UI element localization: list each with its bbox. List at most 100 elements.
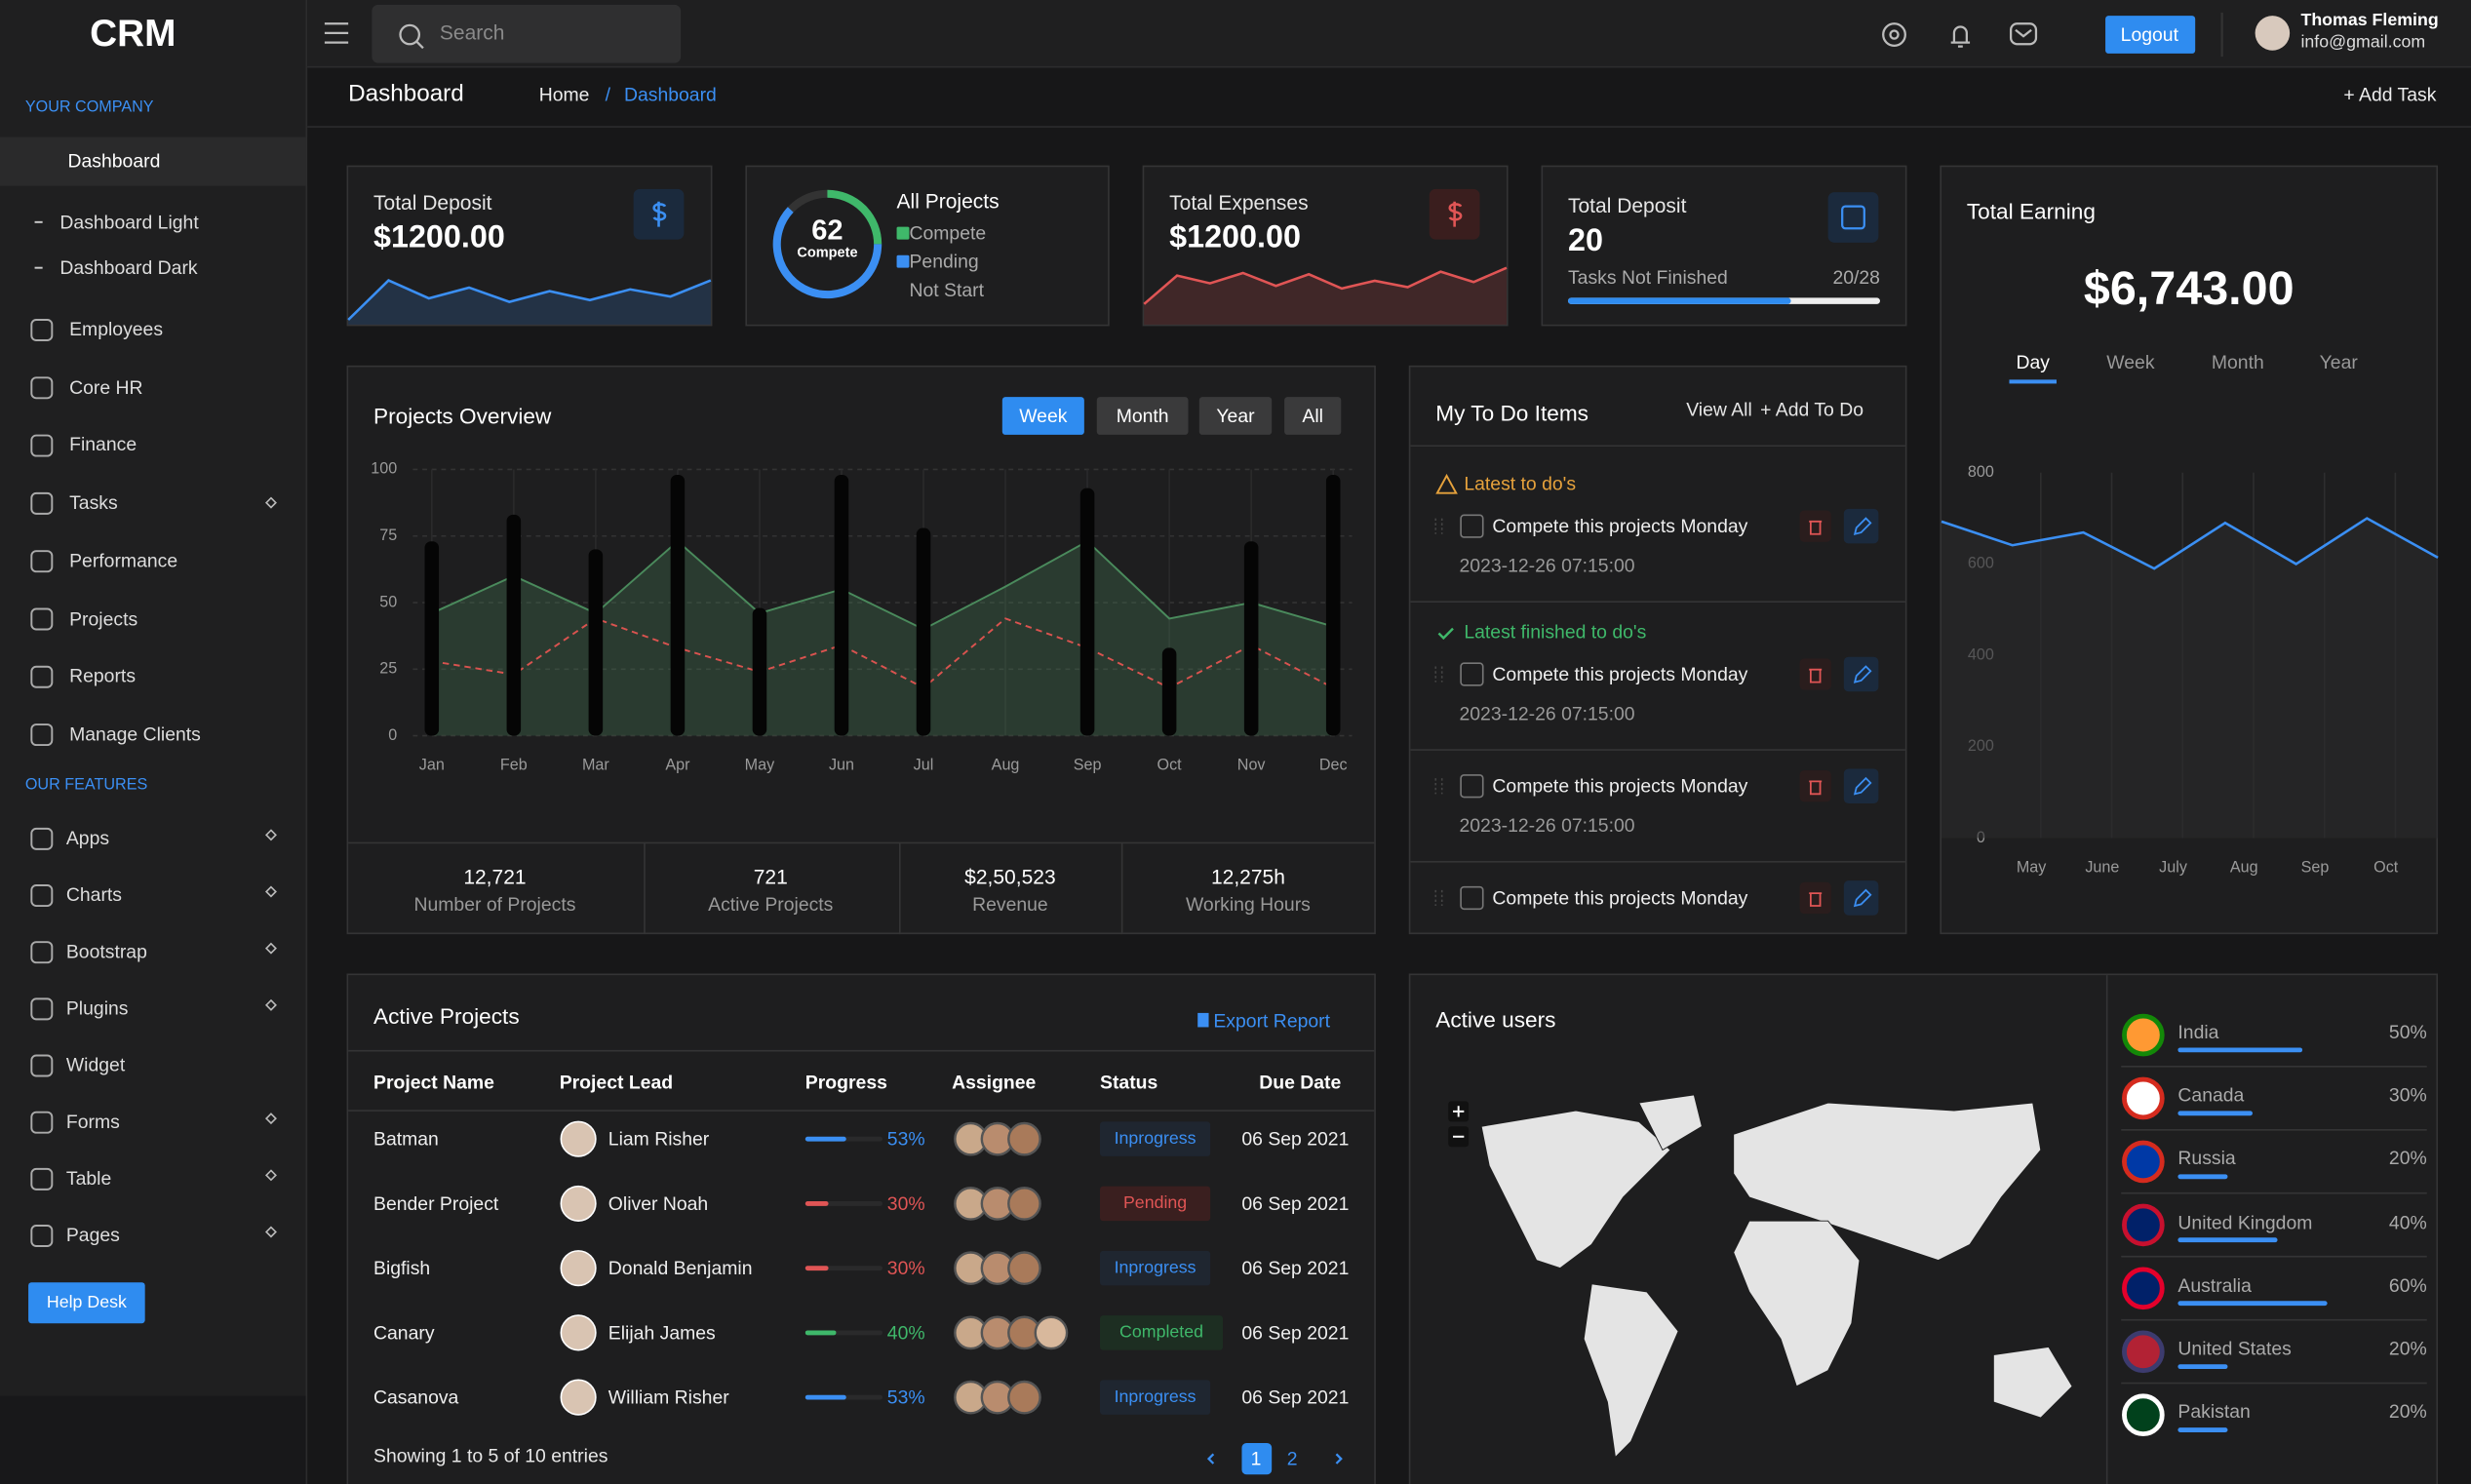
todo-text: Compete this projects Monday	[1492, 774, 1748, 798]
sidebar-heading: YOUR COMPANY	[24, 98, 154, 117]
filter-label[interactable]: Week	[1019, 405, 1068, 427]
todo-text: Compete this projects Monday	[1492, 663, 1748, 685]
table-footer: Showing 1 to 5 of 10 entries	[373, 1444, 608, 1467]
user-name: Thomas Fleming	[2300, 11, 2439, 30]
todo-date: 2023-12-26 07:15:00	[1459, 702, 1635, 725]
menu-item[interactable]: Projects	[69, 606, 138, 630]
donut-value: 62	[811, 214, 843, 247]
legend-label: Not Start	[909, 278, 985, 301]
submenu-item[interactable]: Dashboard Light	[59, 211, 199, 234]
menu-item[interactable]: Plugins	[65, 996, 129, 1020]
page-number[interactable]: 1	[1250, 1447, 1262, 1470]
tasks-ratio: 20/28	[1832, 266, 1880, 289]
sidebar-foot	[0, 1395, 306, 1484]
search-placeholder[interactable]: Search	[439, 20, 505, 45]
status-label: Inprogress	[1114, 1258, 1196, 1278]
todo-heading: Latest finished to do's	[1464, 620, 1647, 644]
breadcrumb-home[interactable]: Home	[538, 83, 590, 106]
todo-card	[1408, 365, 1907, 935]
legend-label: Compete	[909, 221, 987, 245]
search-box[interactable]	[372, 4, 682, 63]
tab[interactable]: Year	[2319, 351, 2358, 373]
menu-item[interactable]: Reports	[69, 665, 137, 687]
column-header[interactable]: Project Lead	[559, 1071, 674, 1094]
country-value: 40%	[2388, 1210, 2427, 1233]
stat-value: 12,275h	[1210, 865, 1285, 889]
menu-item[interactable]: Tasks	[69, 491, 118, 514]
card-label: Total Deposit	[1567, 193, 1687, 217]
filter-label[interactable]: Year	[1216, 405, 1255, 427]
help-button[interactable]	[28, 1282, 145, 1324]
todo-date: 2023-12-26 07:15:00	[1459, 814, 1635, 837]
progress-label: 30%	[886, 1257, 925, 1279]
column-header[interactable]: Due Date	[1259, 1071, 1342, 1094]
country-name: United Kingdom	[2177, 1210, 2313, 1233]
country-name: Russia	[2177, 1147, 2236, 1170]
country-name: Pakistan	[2177, 1400, 2251, 1424]
menu-item[interactable]: Widget	[65, 1053, 126, 1076]
page-number[interactable]: 2	[1286, 1447, 1298, 1470]
menu-item[interactable]: Core HR	[69, 375, 143, 399]
overview-card	[346, 365, 1376, 935]
menu-item[interactable]: Forms	[65, 1111, 120, 1133]
card-label: Total Deposit	[373, 190, 492, 215]
progress-label: 40%	[886, 1321, 925, 1345]
filter-label[interactable]: All	[1302, 405, 1323, 427]
cell: Donald Benjamin	[608, 1257, 753, 1279]
status-label: Completed	[1119, 1323, 1204, 1343]
menu-item[interactable]: Bootstrap	[65, 940, 147, 963]
menu-item[interactable]: Charts	[65, 883, 122, 907]
tab[interactable]: Month	[2211, 351, 2264, 373]
menu-item[interactable]: Pages	[65, 1224, 120, 1247]
menu-item[interactable]: Performance	[69, 549, 178, 572]
page-title: Dashboard	[348, 80, 464, 107]
submenu-item[interactable]: Dashboard Dark	[59, 256, 198, 279]
menu-item[interactable]: Apps	[65, 827, 110, 849]
card-label: Total Expenses	[1169, 190, 1309, 215]
column-header[interactable]: Assignee	[952, 1071, 1037, 1094]
logout-button[interactable]	[2105, 16, 2196, 54]
filter-button[interactable]	[1001, 397, 1084, 435]
add-todo[interactable]: + Add To Do	[1760, 398, 1864, 421]
donut-caption: Compete	[797, 244, 858, 260]
brand: CRM	[90, 12, 176, 56]
progress-label: 53%	[886, 1127, 925, 1151]
filter-label[interactable]: Month	[1116, 405, 1169, 427]
todo-text: Compete this projects Monday	[1492, 515, 1748, 537]
menu-item[interactable]: Employees	[69, 318, 164, 340]
tab[interactable]: Week	[2106, 351, 2155, 373]
todo-date: 2023-12-26 07:15:00	[1459, 554, 1635, 577]
help-label[interactable]: Help Desk	[46, 1293, 127, 1312]
cell: Bigfish	[373, 1257, 431, 1279]
export-report[interactable]: Export Report	[1213, 1009, 1331, 1033]
view-all[interactable]: View All	[1686, 398, 1752, 421]
column-header[interactable]: Progress	[804, 1071, 887, 1094]
filter-button[interactable]	[1198, 397, 1273, 435]
card-title: Projects Overview	[373, 403, 552, 429]
menu-item[interactable]: Table	[65, 1167, 112, 1190]
filter-button[interactable]	[1096, 397, 1189, 435]
column-header[interactable]: Status	[1100, 1071, 1158, 1094]
country-name: United States	[2177, 1337, 2292, 1360]
logout-label[interactable]: Logout	[2120, 23, 2178, 46]
earning-amount: $6,743.00	[2083, 262, 2294, 316]
country-value: 20%	[2388, 1147, 2427, 1170]
todo-heading: Latest to do's	[1464, 472, 1577, 495]
add-task[interactable]: + Add Task	[2343, 83, 2437, 106]
column-header[interactable]: Project Name	[373, 1071, 494, 1094]
cell: 06 Sep 2021	[1241, 1386, 1350, 1409]
menu-item[interactable]: Manage Clients	[69, 722, 201, 746]
tab[interactable]: Day	[2016, 351, 2050, 373]
status-badge	[1100, 1315, 1224, 1350]
cell: Batman	[373, 1127, 439, 1151]
stat-label: Number of Projects	[413, 893, 576, 916]
menu-item[interactable]: Finance	[69, 433, 137, 456]
cell: 06 Sep 2021	[1241, 1127, 1350, 1151]
card-value: $1200.00	[1169, 220, 1301, 255]
card-title: Active users	[1435, 1006, 1556, 1033]
menu-item[interactable]: Dashboard	[67, 149, 161, 173]
card-title: All Projects	[896, 188, 1000, 214]
filter-button[interactable]	[1284, 397, 1342, 435]
status-badge	[1100, 1186, 1211, 1222]
